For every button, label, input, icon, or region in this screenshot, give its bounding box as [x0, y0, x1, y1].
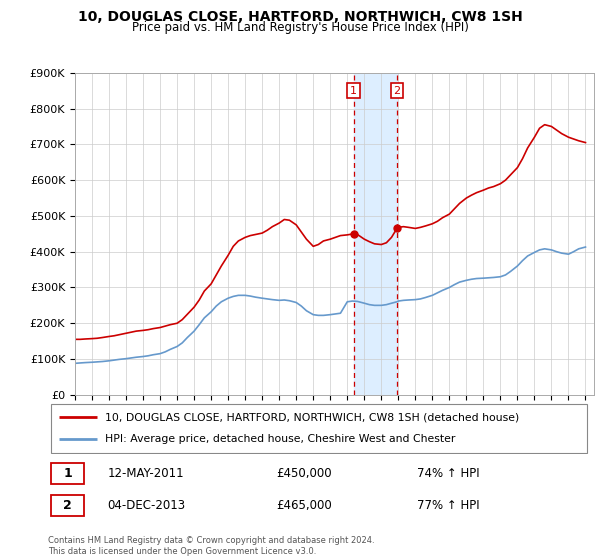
Text: 10, DOUGLAS CLOSE, HARTFORD, NORTHWICH, CW8 1SH (detached house): 10, DOUGLAS CLOSE, HARTFORD, NORTHWICH, … [105, 412, 519, 422]
Text: 2: 2 [63, 499, 72, 512]
Text: 2: 2 [394, 86, 401, 96]
Text: 1: 1 [63, 467, 72, 480]
Text: Contains HM Land Registry data © Crown copyright and database right 2024.
This d: Contains HM Land Registry data © Crown c… [48, 536, 374, 556]
Text: £450,000: £450,000 [276, 467, 332, 480]
Bar [353, 73, 397, 395]
FancyBboxPatch shape [51, 496, 85, 516]
FancyBboxPatch shape [51, 404, 587, 452]
Text: 04-DEC-2013: 04-DEC-2013 [108, 499, 186, 512]
FancyBboxPatch shape [51, 463, 85, 483]
Text: HPI: Average price, detached house, Cheshire West and Chester: HPI: Average price, detached house, Ches… [105, 435, 455, 445]
Text: 12-MAY-2011: 12-MAY-2011 [108, 467, 184, 480]
Text: Price paid vs. HM Land Registry's House Price Index (HPI): Price paid vs. HM Land Registry's House … [131, 21, 469, 34]
Text: 10, DOUGLAS CLOSE, HARTFORD, NORTHWICH, CW8 1SH: 10, DOUGLAS CLOSE, HARTFORD, NORTHWICH, … [77, 10, 523, 24]
Text: £465,000: £465,000 [276, 499, 332, 512]
Text: 1: 1 [350, 86, 357, 96]
Text: 74% ↑ HPI: 74% ↑ HPI [417, 467, 480, 480]
Text: 77% ↑ HPI: 77% ↑ HPI [417, 499, 480, 512]
